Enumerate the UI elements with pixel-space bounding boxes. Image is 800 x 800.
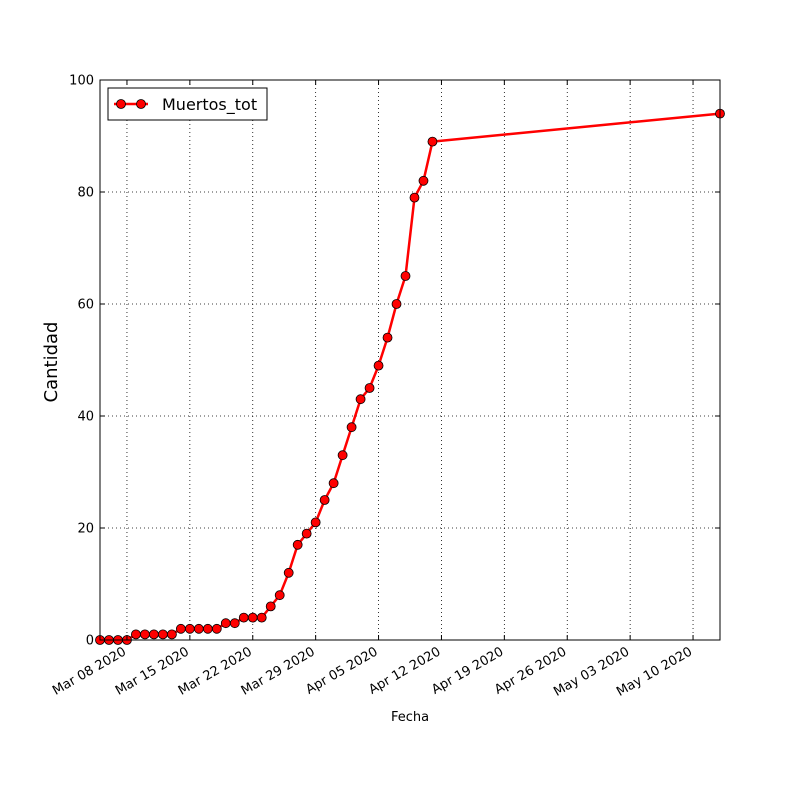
data-point xyxy=(427,136,438,147)
data-point xyxy=(382,332,393,343)
data-point xyxy=(175,623,186,634)
data-point xyxy=(193,623,204,634)
data-point xyxy=(355,394,366,405)
data-point xyxy=(202,623,213,634)
data-point xyxy=(283,567,294,578)
legend-marker xyxy=(116,99,126,109)
legend-marker xyxy=(136,99,146,109)
data-point xyxy=(166,629,177,640)
data-point xyxy=(337,450,348,461)
data-point xyxy=(149,629,159,640)
data-point xyxy=(409,192,420,203)
y-tick-label: 80 xyxy=(77,186,94,201)
y-tick-label: 60 xyxy=(77,298,94,313)
y-tick-label: 20 xyxy=(77,522,94,537)
data-point xyxy=(274,590,285,601)
y-tick-label: 40 xyxy=(77,410,94,425)
data-point xyxy=(265,601,276,612)
legend: Muertos_tot xyxy=(107,87,268,121)
data-point xyxy=(211,623,222,634)
y-axis-title: Cantidad xyxy=(41,322,62,403)
plot-frame xyxy=(99,79,721,641)
data-point xyxy=(247,612,258,623)
data-point xyxy=(319,495,330,505)
data-point xyxy=(292,539,303,550)
y-tick-label: 0 xyxy=(86,634,94,649)
data-point xyxy=(310,517,321,528)
legend-label-muertos-tot: Muertos_tot xyxy=(162,95,257,115)
x-axis-title: Fecha xyxy=(391,710,429,725)
data-point xyxy=(220,618,231,629)
data-point xyxy=(373,360,384,371)
data-point xyxy=(157,629,168,640)
data-point xyxy=(131,629,141,640)
data-point xyxy=(301,528,312,539)
data-point xyxy=(140,629,150,640)
data-point xyxy=(346,422,357,433)
data-point xyxy=(256,612,267,623)
data-point xyxy=(391,299,402,309)
data-point xyxy=(184,623,195,634)
data-point xyxy=(229,618,240,629)
data-point xyxy=(400,271,411,281)
data-point xyxy=(364,383,375,393)
data-point xyxy=(238,612,249,623)
y-tick-label: 100 xyxy=(69,74,94,89)
data-point xyxy=(328,478,339,489)
data-point xyxy=(418,175,429,186)
